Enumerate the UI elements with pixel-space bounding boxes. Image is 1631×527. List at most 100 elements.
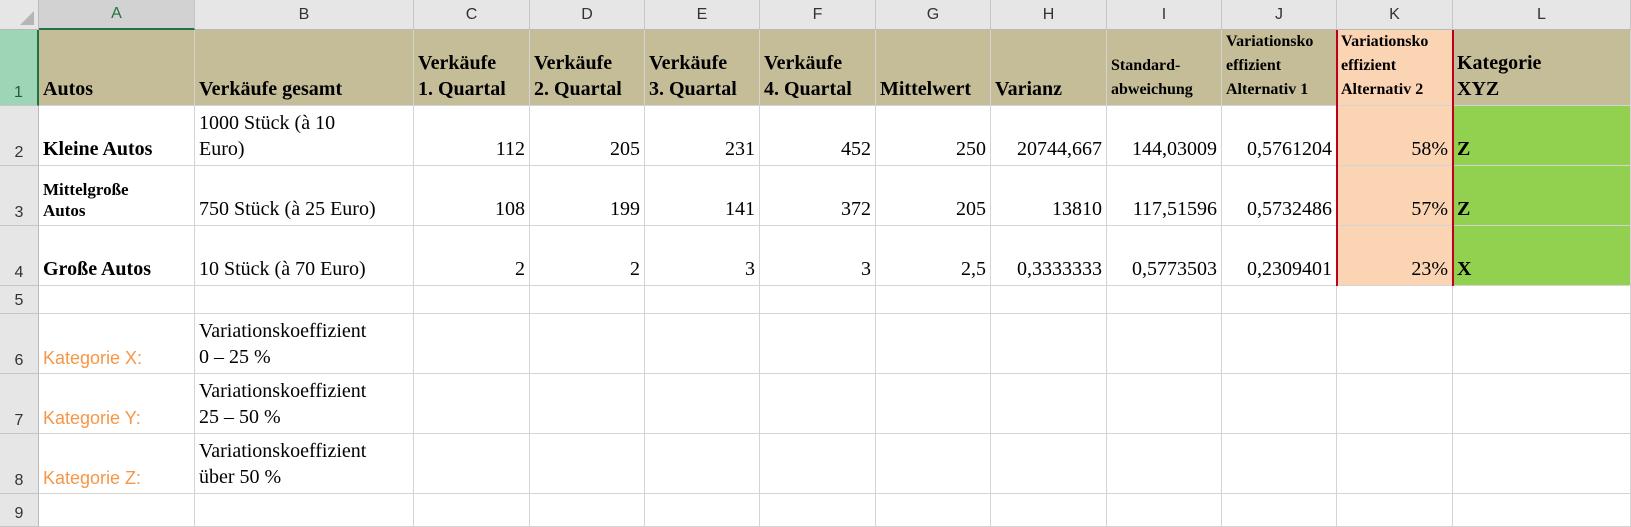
- cell-l5[interactable]: [1453, 286, 1631, 314]
- cell-h4[interactable]: 0,3333333: [991, 226, 1107, 286]
- cell-f3[interactable]: 372: [760, 166, 876, 226]
- cell-k3[interactable]: 57%: [1337, 166, 1453, 226]
- cell-h6[interactable]: [991, 314, 1107, 374]
- cell-f8[interactable]: [760, 434, 876, 494]
- category-y-label[interactable]: Kategorie Y:: [39, 374, 195, 434]
- cell-f4[interactable]: 3: [760, 226, 876, 286]
- cell-c5[interactable]: [414, 286, 530, 314]
- cell-l9[interactable]: [1453, 494, 1631, 527]
- cell-g4[interactable]: 2,5: [876, 226, 991, 286]
- cell-e3[interactable]: 141: [645, 166, 760, 226]
- row-header-2[interactable]: 2: [0, 106, 39, 166]
- cell-b4[interactable]: 10 Stück (à 70 Euro): [195, 226, 414, 286]
- cell-l6[interactable]: [1453, 314, 1631, 374]
- cell-l7[interactable]: [1453, 374, 1631, 434]
- column-header-b[interactable]: B: [195, 0, 414, 30]
- header-quartal-4[interactable]: Verkäufe 4. Quartal: [760, 30, 876, 106]
- column-header-k[interactable]: K: [1337, 0, 1453, 30]
- cell-i4[interactable]: 0,5773503: [1107, 226, 1222, 286]
- cell-e5[interactable]: [645, 286, 760, 314]
- cell-e4[interactable]: 3: [645, 226, 760, 286]
- cell-f2[interactable]: 452: [760, 106, 876, 166]
- column-header-l[interactable]: L: [1453, 0, 1631, 30]
- cell-i8[interactable]: [1107, 434, 1222, 494]
- cell-a4[interactable]: Große Autos: [39, 226, 195, 286]
- header-kategorie-xyz[interactable]: Kategorie XYZ: [1453, 30, 1631, 106]
- cell-f5[interactable]: [760, 286, 876, 314]
- cell-h9[interactable]: [991, 494, 1107, 527]
- select-all-corner[interactable]: [0, 0, 39, 30]
- column-header-j[interactable]: J: [1222, 0, 1337, 30]
- cell-k8[interactable]: [1337, 434, 1453, 494]
- cell-k4[interactable]: 23%: [1337, 226, 1453, 286]
- cell-k6[interactable]: [1337, 314, 1453, 374]
- cell-e2[interactable]: 231: [645, 106, 760, 166]
- cell-e8[interactable]: [645, 434, 760, 494]
- cell-c6[interactable]: [414, 314, 530, 374]
- cell-c8[interactable]: [414, 434, 530, 494]
- cell-b3[interactable]: 750 Stück (à 25 Euro): [195, 166, 414, 226]
- column-header-e[interactable]: E: [645, 0, 760, 30]
- header-quartal-3[interactable]: Verkäufe 3. Quartal: [645, 30, 760, 106]
- cell-d5[interactable]: [530, 286, 645, 314]
- cell-a2[interactable]: Kleine Autos: [39, 106, 195, 166]
- cell-j5[interactable]: [1222, 286, 1337, 314]
- column-header-h[interactable]: H: [991, 0, 1107, 30]
- cell-d3[interactable]: 199: [530, 166, 645, 226]
- cell-i9[interactable]: [1107, 494, 1222, 527]
- cell-k5[interactable]: [1337, 286, 1453, 314]
- header-quartal-1[interactable]: Verkäufe 1. Quartal: [414, 30, 530, 106]
- row-header-1[interactable]: 1: [0, 30, 39, 106]
- cell-h8[interactable]: [991, 434, 1107, 494]
- column-header-f[interactable]: F: [760, 0, 876, 30]
- cell-a3[interactable]: Mittelgroße Autos: [39, 166, 195, 226]
- cell-d7[interactable]: [530, 374, 645, 434]
- header-variationskoeffizient-2[interactable]: Variationsko effizient Alternativ 2: [1337, 30, 1453, 106]
- cell-b9[interactable]: [195, 494, 414, 527]
- column-header-d[interactable]: D: [530, 0, 645, 30]
- cell-e7[interactable]: [645, 374, 760, 434]
- cell-f7[interactable]: [760, 374, 876, 434]
- cell-h2[interactable]: 20744,667: [991, 106, 1107, 166]
- cell-j6[interactable]: [1222, 314, 1337, 374]
- row-header-3[interactable]: 3: [0, 166, 39, 226]
- cell-f6[interactable]: [760, 314, 876, 374]
- cell-a5[interactable]: [39, 286, 195, 314]
- column-header-a[interactable]: A: [39, 0, 195, 30]
- cell-g2[interactable]: 250: [876, 106, 991, 166]
- header-quartal-2[interactable]: Verkäufe 2. Quartal: [530, 30, 645, 106]
- cell-k2[interactable]: 58%: [1337, 106, 1453, 166]
- header-varianz[interactable]: Varianz: [991, 30, 1107, 106]
- cell-g5[interactable]: [876, 286, 991, 314]
- cell-g7[interactable]: [876, 374, 991, 434]
- cell-l3[interactable]: Z: [1453, 166, 1631, 226]
- cell-l2[interactable]: Z: [1453, 106, 1631, 166]
- cell-b5[interactable]: [195, 286, 414, 314]
- cell-d9[interactable]: [530, 494, 645, 527]
- header-mittelwert[interactable]: Mittelwert: [876, 30, 991, 106]
- column-header-g[interactable]: G: [876, 0, 991, 30]
- cell-j7[interactable]: [1222, 374, 1337, 434]
- category-y-desc[interactable]: Variationskoeffizient 25 – 50 %: [195, 374, 414, 434]
- cell-c2[interactable]: 112: [414, 106, 530, 166]
- column-header-i[interactable]: I: [1107, 0, 1222, 30]
- cell-d2[interactable]: 205: [530, 106, 645, 166]
- cell-i7[interactable]: [1107, 374, 1222, 434]
- cell-j3[interactable]: 0,5732486: [1222, 166, 1337, 226]
- cell-h7[interactable]: [991, 374, 1107, 434]
- cell-d4[interactable]: 2: [530, 226, 645, 286]
- cell-d8[interactable]: [530, 434, 645, 494]
- category-z-label[interactable]: Kategorie Z:: [39, 434, 195, 494]
- cell-i5[interactable]: [1107, 286, 1222, 314]
- header-verkaeufe-gesamt[interactable]: Verkäufe gesamt: [195, 30, 414, 106]
- header-variationskoeffizient-1[interactable]: Variationsko effizient Alternativ 1: [1222, 30, 1337, 106]
- column-header-c[interactable]: C: [414, 0, 530, 30]
- header-standardabweichung[interactable]: Standard- abweichung: [1107, 30, 1222, 106]
- cell-c4[interactable]: 2: [414, 226, 530, 286]
- cell-d6[interactable]: [530, 314, 645, 374]
- cell-c9[interactable]: [414, 494, 530, 527]
- cell-i6[interactable]: [1107, 314, 1222, 374]
- cell-g8[interactable]: [876, 434, 991, 494]
- cell-i3[interactable]: 117,51596: [1107, 166, 1222, 226]
- cell-e6[interactable]: [645, 314, 760, 374]
